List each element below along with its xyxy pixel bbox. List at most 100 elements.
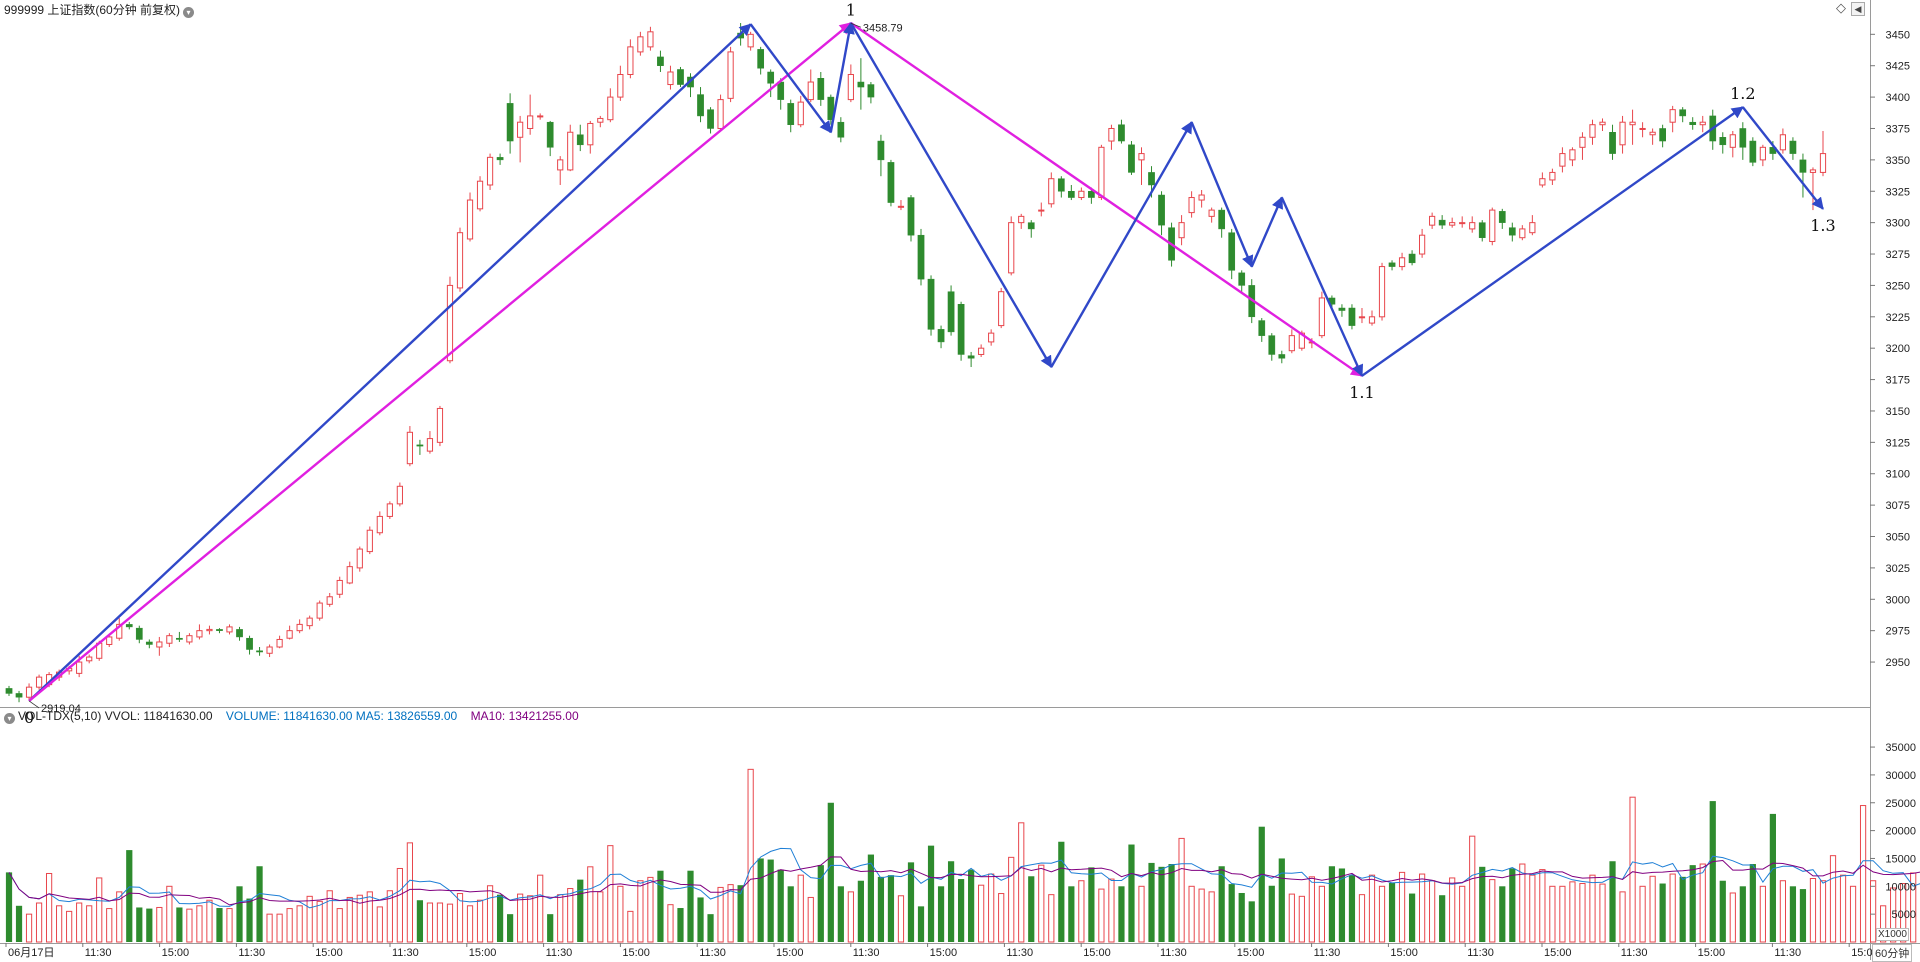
candle (1408, 250, 1416, 266)
candle-body (597, 117, 604, 123)
candle-body (647, 31, 654, 48)
candle-body (116, 623, 123, 639)
price-tick-label: 3300 (1886, 218, 1910, 230)
volume-bar (1018, 822, 1025, 943)
volume-bar (1900, 883, 1907, 943)
candle-body (557, 159, 564, 171)
candle (1429, 212, 1436, 229)
price-tick-label: 3350 (1886, 155, 1910, 167)
volume-bar (777, 869, 784, 942)
candle (1599, 118, 1606, 131)
volume-bar (216, 908, 223, 942)
price-tick-label: 3150 (1886, 406, 1910, 418)
candle (847, 64, 854, 103)
volume-bar (677, 908, 684, 942)
volume-bar (426, 902, 434, 943)
candle (727, 46, 734, 103)
price-tick-label: 3100 (1886, 469, 1910, 481)
volume-bar (1759, 885, 1766, 943)
volume-bar (1799, 889, 1807, 942)
candle-body (1057, 178, 1065, 192)
candle-body (1699, 121, 1706, 126)
period-selector[interactable]: 60分钟 (1872, 944, 1913, 962)
volume-bar (807, 896, 814, 943)
candle-body (1659, 128, 1666, 142)
volume-bar (1719, 880, 1726, 942)
candle-body (1348, 307, 1356, 326)
scroll-left-icon[interactable]: ◀ (1851, 2, 1865, 16)
candle-body (186, 635, 193, 643)
candle (546, 120, 554, 157)
candle-body (1008, 222, 1015, 274)
time-tick-label: 11:30 (85, 947, 112, 959)
candle-body (1228, 232, 1236, 271)
candle-body (967, 355, 975, 359)
candle (1218, 207, 1226, 238)
candle (747, 31, 754, 51)
candle-body (817, 78, 825, 100)
candle (897, 200, 905, 211)
wave-label: 1.3 (1810, 216, 1835, 235)
candle (1749, 137, 1757, 167)
extreme-value-label: 2919.04 (41, 703, 81, 715)
chevron-down-icon[interactable]: ▾ (183, 7, 195, 18)
candle-body (1358, 316, 1366, 319)
candle (1208, 207, 1215, 223)
candle (687, 73, 694, 98)
candle (1508, 222, 1516, 242)
candle (1378, 262, 1386, 321)
volume-bar (156, 906, 163, 943)
diamond-icon[interactable]: ◇ (1836, 0, 1846, 15)
time-tick-label: 15:00 (1698, 947, 1726, 959)
wave-label: 1 (846, 0, 856, 19)
candle-body (667, 71, 674, 86)
candle-body (1398, 257, 1406, 268)
candle (1348, 304, 1356, 330)
volume-bar (697, 897, 704, 942)
candle (787, 99, 795, 133)
candle-body (877, 140, 885, 161)
candle (988, 329, 995, 346)
candle (5, 685, 13, 696)
volume-bar (857, 880, 864, 942)
price-tick-label: 3375 (1886, 123, 1910, 135)
volume-indicator-name: VOL-TDX(5,10) (18, 709, 102, 723)
candle-body (567, 131, 574, 171)
chevron-down-icon[interactable]: ▾ (4, 713, 15, 724)
volume-bar (827, 802, 834, 942)
candle (1078, 187, 1085, 201)
volume-bar (136, 907, 143, 942)
volume-bar (1569, 881, 1576, 943)
candle (1368, 310, 1376, 326)
candle-body (897, 205, 905, 208)
candle-body (1318, 297, 1325, 337)
volume-bar (1589, 874, 1596, 943)
wave-line-magenta (28, 22, 852, 702)
volume-bar (767, 859, 774, 942)
candle-body (456, 232, 464, 289)
volume-bar (1559, 885, 1566, 943)
candle (456, 227, 464, 292)
candle (1789, 137, 1797, 160)
volume-bar (837, 886, 844, 942)
volume-bar (527, 895, 534, 943)
ma5-line (8, 847, 1920, 909)
candle (807, 69, 814, 103)
volume-bar (1649, 875, 1656, 943)
wave-line-blue (28, 23, 752, 702)
candle-body (978, 347, 985, 355)
volume-bar (35, 902, 43, 943)
candle (1739, 122, 1747, 160)
volume-bar (617, 885, 624, 943)
time-tick-label: 15:00 (1083, 947, 1111, 959)
candle (937, 325, 945, 349)
volume-bar (266, 913, 273, 943)
candle (567, 124, 574, 172)
volume-bar (1258, 826, 1265, 942)
candle (386, 501, 393, 519)
candle (927, 275, 935, 336)
candle (877, 134, 885, 177)
wave-line-blue (1190, 121, 1254, 268)
candle (576, 124, 584, 152)
volume-bar (557, 894, 564, 943)
